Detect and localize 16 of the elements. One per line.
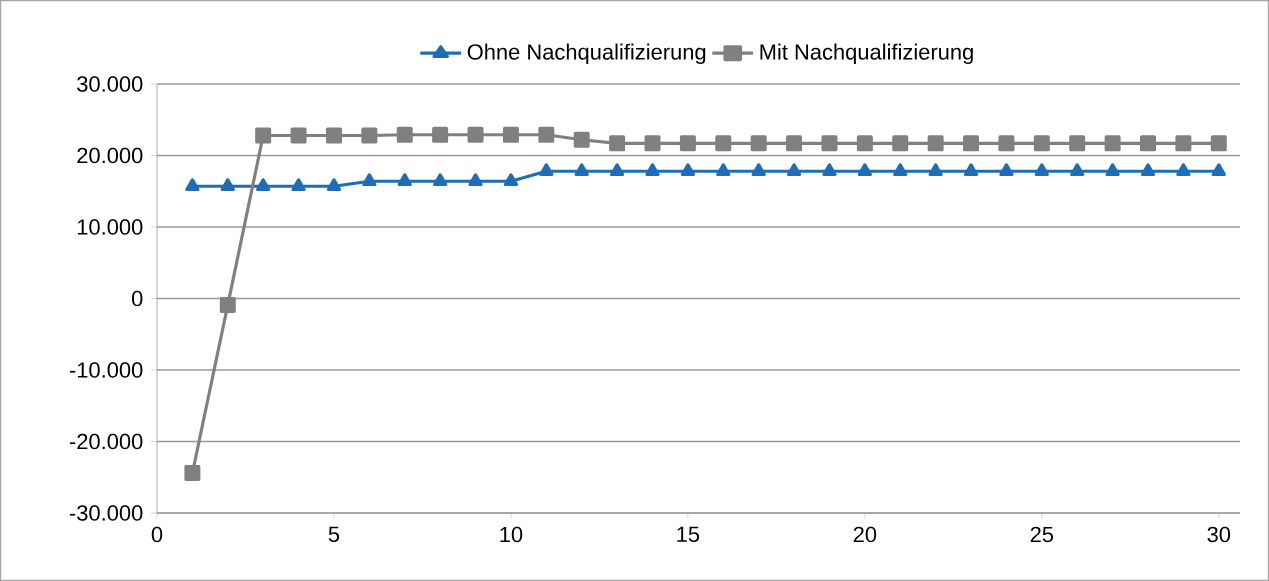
x-tick-label: 15 xyxy=(677,526,700,542)
x-tick-label: 30 xyxy=(1207,526,1231,543)
x-tick-label: 25 xyxy=(1030,526,1054,543)
legend-label: Mit Nachqualifizierung xyxy=(760,43,973,65)
y-tick-label: 0 xyxy=(131,290,143,307)
y-tick-label: 20.000 xyxy=(77,147,143,164)
y-tick-label: -20.000 xyxy=(69,433,143,450)
legend-label: Ohne Nachqualifizierung xyxy=(467,43,706,65)
x-tick-label: 10 xyxy=(500,526,523,543)
y-tick-label: 30.000 xyxy=(77,76,143,92)
x-tick-label: 5 xyxy=(328,526,340,542)
y-tick-label: -10.000 xyxy=(69,362,143,378)
x-tick-label: 0 xyxy=(151,526,163,543)
y-tick-label: 10.000 xyxy=(77,219,143,235)
y-tick-label: -30.000 xyxy=(69,505,143,521)
x-tick-label: 20 xyxy=(853,526,877,543)
